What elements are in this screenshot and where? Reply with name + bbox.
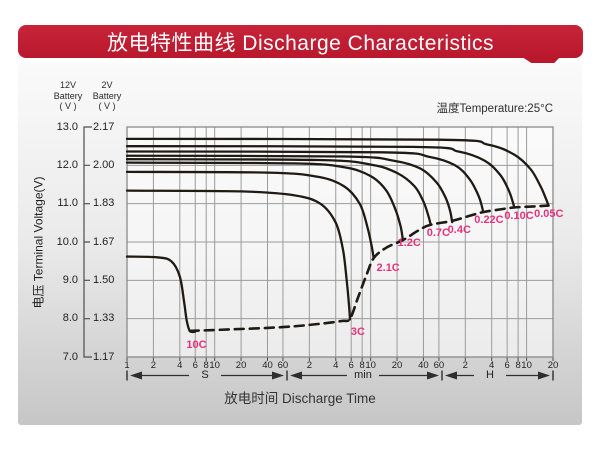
- curve-0.4C: [125, 154, 454, 224]
- title-banner: 放电特性曲线 Discharge Characteristics: [18, 25, 583, 58]
- curve-cut-off-voltage: [188, 204, 550, 333]
- plot-border: [126, 126, 554, 358]
- curve-0.22C: [125, 150, 485, 214]
- y-axis-bracket: [83, 126, 92, 358]
- arrowhead-left: [290, 371, 302, 380]
- arrowhead-right: [538, 371, 550, 380]
- page-title: 放电特性曲线 Discharge Characteristics: [106, 31, 495, 55]
- curve-1.2C: [125, 161, 405, 242]
- curve-0.05C: [125, 137, 550, 207]
- arrowhead-left: [130, 371, 142, 380]
- curve-0.7C: [125, 158, 432, 226]
- curve-0.10C: [125, 145, 516, 209]
- arrowhead-right: [272, 371, 284, 380]
- curve-3C: [125, 189, 352, 321]
- arrowhead-right: [427, 371, 439, 380]
- arrowhead-left: [445, 371, 457, 380]
- curve-2.1C: [125, 170, 375, 260]
